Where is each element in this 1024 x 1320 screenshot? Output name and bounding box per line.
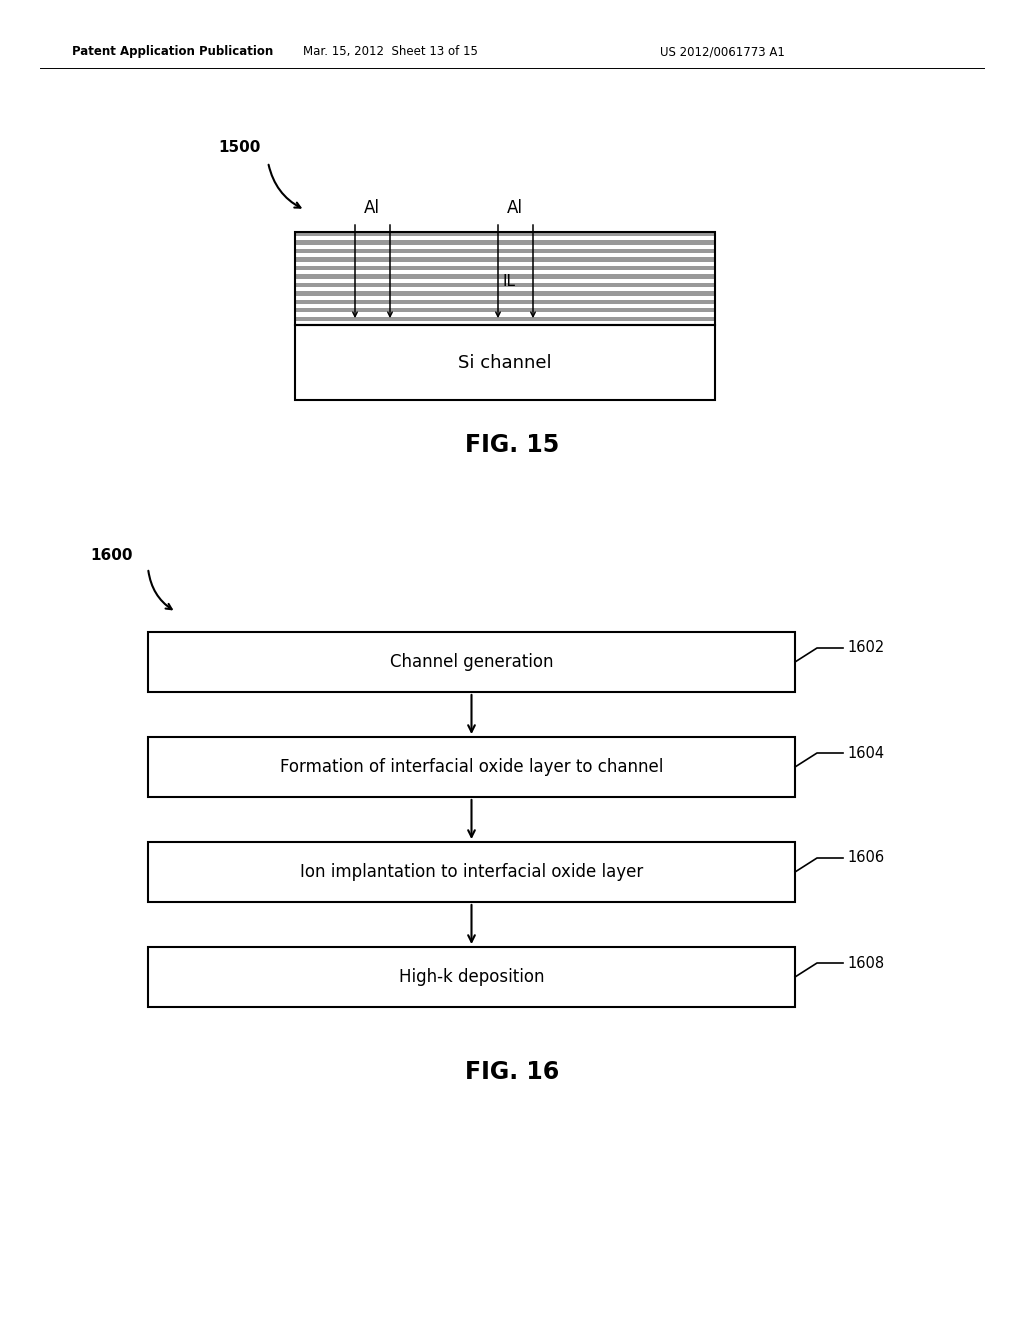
Text: 1608: 1608 — [847, 956, 884, 970]
Text: IL: IL — [503, 275, 516, 289]
Bar — [295, 257, 715, 261]
Text: Mar. 15, 2012  Sheet 13 of 15: Mar. 15, 2012 Sheet 13 of 15 — [302, 45, 477, 58]
Text: Ion implantation to interfacial oxide layer: Ion implantation to interfacial oxide la… — [300, 863, 643, 880]
Text: Al: Al — [507, 199, 523, 216]
Bar — [295, 232, 715, 236]
Bar — [295, 265, 715, 271]
Text: 1606: 1606 — [847, 850, 884, 866]
Bar — [148, 946, 795, 1007]
Bar — [295, 292, 715, 296]
Text: US 2012/0061773 A1: US 2012/0061773 A1 — [660, 45, 784, 58]
Text: 1600: 1600 — [90, 548, 132, 562]
Text: 1602: 1602 — [847, 640, 885, 656]
Text: Patent Application Publication: Patent Application Publication — [72, 45, 273, 58]
Bar — [148, 842, 795, 902]
Text: Channel generation: Channel generation — [390, 653, 553, 671]
Bar — [295, 232, 715, 325]
Text: FIG. 15: FIG. 15 — [465, 433, 559, 457]
Text: Formation of interfacial oxide layer to channel: Formation of interfacial oxide layer to … — [280, 758, 664, 776]
Text: 1500: 1500 — [218, 140, 260, 156]
Bar — [295, 232, 715, 325]
Text: Al: Al — [364, 199, 380, 216]
Bar — [148, 737, 795, 797]
Text: High-k deposition: High-k deposition — [398, 968, 544, 986]
Text: FIG. 16: FIG. 16 — [465, 1060, 559, 1084]
Bar — [295, 317, 715, 321]
Text: Si channel: Si channel — [458, 354, 552, 371]
Bar — [295, 240, 715, 244]
Bar — [148, 632, 795, 692]
Bar — [295, 249, 715, 253]
Bar — [295, 325, 715, 400]
Bar — [295, 308, 715, 313]
Bar — [295, 300, 715, 304]
Text: 1604: 1604 — [847, 746, 884, 760]
Bar — [295, 275, 715, 279]
Bar — [295, 282, 715, 288]
